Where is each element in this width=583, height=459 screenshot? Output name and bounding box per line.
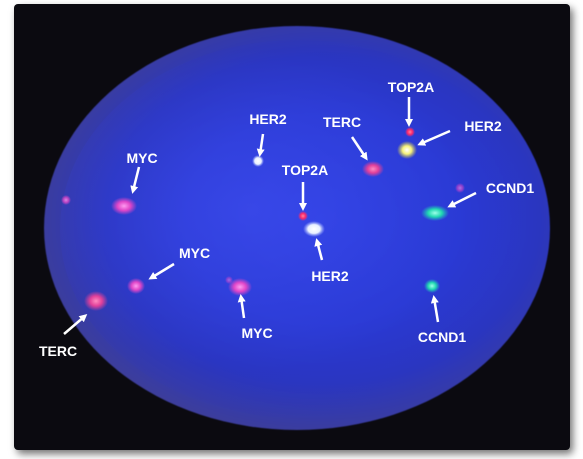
terc-arrow: [63, 314, 88, 335]
nucleus-haze: [60, 40, 536, 418]
her2-label: HER2: [311, 268, 349, 284]
fish-micrograph: [14, 4, 570, 450]
myc-arrow: [130, 166, 141, 194]
myc-arrow: [148, 262, 175, 280]
terc-signal: [362, 161, 384, 177]
her2-label: HER2: [464, 118, 502, 134]
top2a-label: TOP2A: [388, 79, 434, 95]
background-speck: [61, 195, 71, 205]
myc-arrow: [237, 294, 246, 319]
myc-signal: [127, 278, 145, 294]
ccnd1-arrow: [447, 191, 477, 208]
myc-label: MYC: [241, 325, 272, 341]
terc-label: TERC: [39, 343, 77, 359]
ccnd1-signal: [421, 205, 449, 221]
myc-label: MYC: [126, 150, 157, 166]
her2-signal: [303, 221, 325, 237]
top2a-signal: [298, 211, 308, 221]
her2-arrow: [314, 238, 324, 261]
cell-nucleus: [44, 26, 550, 430]
ccnd1-signal: [424, 279, 440, 293]
top2a-signal: [405, 127, 415, 137]
background-speck: [455, 183, 465, 193]
myc-signal: [111, 197, 137, 215]
ccnd1-arrow: [430, 295, 440, 323]
her2-arrow: [256, 133, 265, 157]
ccnd1-label: CCND1: [418, 329, 466, 345]
top2a-label: TOP2A: [282, 162, 328, 178]
terc-arrow: [350, 136, 368, 161]
her2-signal: [252, 155, 264, 167]
terc-label: TERC: [323, 114, 361, 130]
ccnd1-label: CCND1: [486, 180, 534, 196]
myc-label: MYC: [179, 245, 210, 261]
her2-arrow: [417, 129, 451, 146]
terc-signal: [84, 291, 108, 311]
her2-label: HER2: [249, 111, 287, 127]
her2-signal: [397, 141, 417, 159]
myc-signal: [228, 278, 252, 296]
